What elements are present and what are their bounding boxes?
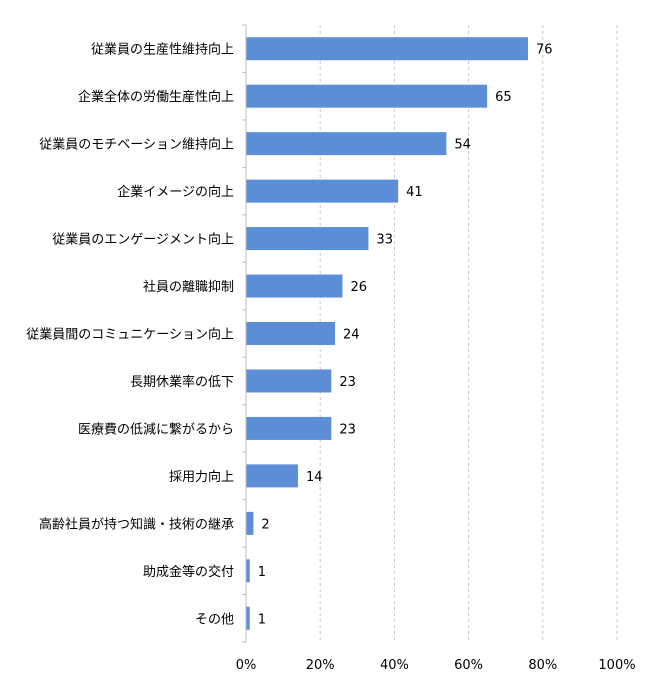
- category-label: 長期休業率の低下: [130, 374, 234, 390]
- bar: [246, 37, 528, 61]
- bar: [246, 322, 336, 345]
- x-tick-label: 80%: [528, 658, 557, 673]
- bar: [246, 84, 488, 108]
- bar: [246, 369, 332, 393]
- x-tick-label: 60%: [454, 658, 483, 673]
- category-label: 医療費の低減に繋がるから: [78, 421, 234, 437]
- value-label: 54: [454, 138, 471, 153]
- value-label: 2: [261, 517, 269, 532]
- x-tick-label: 100%: [598, 658, 635, 673]
- value-label: 1: [258, 565, 266, 580]
- axes: [242, 24, 247, 643]
- bar: [246, 274, 343, 298]
- bar: [246, 559, 250, 583]
- value-label: 14: [306, 470, 323, 485]
- value-label: 23: [339, 422, 356, 437]
- value-label: 23: [339, 375, 356, 390]
- value-label: 26: [350, 280, 367, 295]
- x-tick-label: 0%: [236, 658, 257, 673]
- bar: [246, 464, 298, 488]
- labels: 0% 20% 40% 60% 80% 100% 従業員の生産性維持向上 76 企業全体の労働生産…: [26, 42, 635, 673]
- value-label: 41: [406, 185, 423, 200]
- value-label: 1: [258, 612, 266, 627]
- value-label: 24: [343, 328, 360, 343]
- category-label: 従業員のモチベーション維持向上: [39, 137, 234, 153]
- category-label: 高齢社員が持つ知識・技術の継承: [39, 516, 234, 532]
- category-label: 従業員のエンゲージメント向上: [52, 232, 234, 248]
- x-tick-label: 40%: [380, 658, 409, 673]
- category-label: 従業員間のコミュニケーション向上: [26, 327, 234, 343]
- bars: [246, 37, 528, 630]
- category-label: 助成金等の交付: [143, 564, 234, 580]
- value-label: 76: [536, 43, 553, 58]
- bar: [246, 132, 447, 156]
- category-label: その他: [195, 612, 234, 627]
- bar: [246, 227, 369, 251]
- x-tick-label: 20%: [306, 658, 335, 673]
- category-label: 採用力向上: [169, 469, 234, 485]
- bar: [246, 606, 250, 630]
- category-label: 従業員の生産性維持向上: [91, 42, 234, 58]
- value-label: 65: [495, 90, 512, 105]
- bar: [246, 511, 254, 535]
- bar: [246, 179, 399, 203]
- category-label: 企業イメージの向上: [117, 184, 234, 200]
- category-label: 社員の離職抑制: [143, 279, 234, 295]
- bar: [246, 416, 332, 440]
- value-label: 33: [376, 233, 393, 248]
- category-label: 企業全体の労働生産性向上: [78, 89, 234, 105]
